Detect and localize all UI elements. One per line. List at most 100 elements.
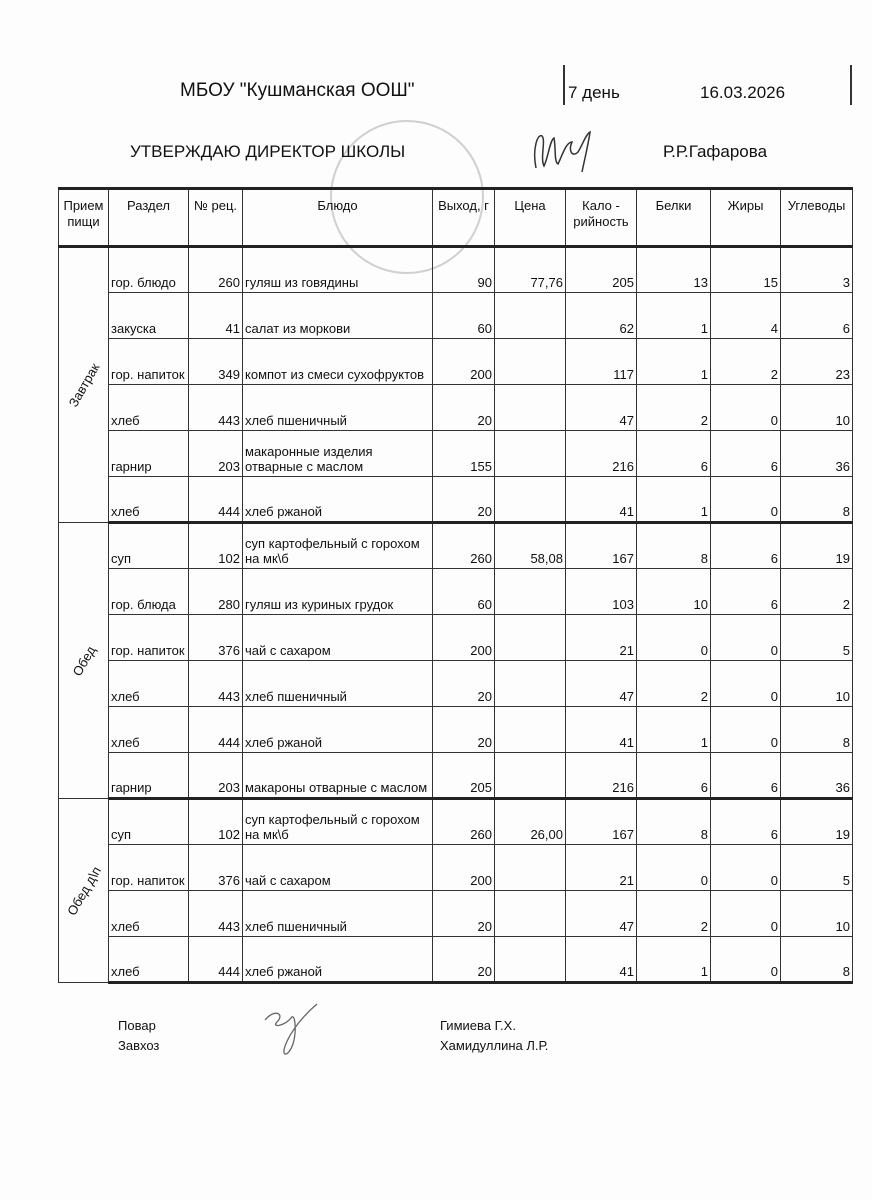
recipe-number-cell: 443 [188, 890, 243, 937]
column-header: Кало - рийность [565, 187, 637, 248]
dish-cell: чай с сахаром [242, 614, 433, 661]
fats-cell: 6 [710, 522, 781, 569]
recipe-number-cell: 260 [188, 246, 243, 293]
section-cell: хлеб [108, 660, 189, 707]
calories-cell: 216 [565, 752, 637, 800]
price-cell [494, 568, 566, 615]
table-row: Обед д\п суп 102 суп картофельный с горохом… [58, 798, 853, 983]
yield-cell: 260 [432, 522, 495, 569]
meal-label: Завтрак [65, 360, 102, 410]
carbs-cell: 10 [780, 890, 853, 937]
section-cell: хлеб [108, 706, 189, 753]
carbs-cell: 19 [780, 522, 853, 569]
carbs-cell: 3 [780, 246, 853, 293]
recipe-number-cell: 203 [188, 752, 243, 800]
proteins-cell: 1 [636, 706, 711, 753]
table-row: хлеб 444 хлеб ржаной 20 41 1 0 8 [59, 706, 853, 753]
day-number: 7 день [568, 83, 620, 102]
yield-cell: 90 [432, 246, 495, 293]
table-row: Обед суп 102 суп картофельный с горохом на … [58, 522, 853, 799]
fats-cell: 2 [710, 338, 781, 385]
fats-cell: 0 [710, 936, 781, 984]
cook-label: Повар [118, 1018, 156, 1033]
menu-date: 16.03.2026 [700, 83, 786, 102]
divider [563, 65, 565, 105]
table-row: гор. напиток 376 чай с сахаром 200 21 0 0 5 [59, 844, 853, 891]
price-cell [494, 660, 566, 707]
price-cell [494, 430, 566, 477]
meal-group: Завтрак [58, 246, 109, 523]
price-cell [494, 338, 566, 385]
price-cell [494, 384, 566, 431]
school-name: МБОУ "Кушманская ООШ" [180, 80, 415, 101]
section-cell: закуска [108, 292, 189, 339]
calories-cell: 103 [565, 568, 637, 615]
proteins-cell: 10 [636, 568, 711, 615]
dish-cell: хлеб пшеничный [242, 660, 433, 707]
column-header: Углеводы [780, 187, 853, 248]
fats-cell: 0 [710, 384, 781, 431]
dish-cell: суп картофельный с горохом на мк\б [242, 522, 433, 569]
section-cell: суп [108, 522, 189, 569]
price-cell [494, 614, 566, 661]
approval-line: УТВЕРЖДАЮ ДИРЕКТОР ШКОЛЫ [130, 142, 406, 161]
fats-cell: 0 [710, 660, 781, 707]
dish-cell: гуляш из куриных грудок [242, 568, 433, 615]
price-cell [494, 890, 566, 937]
fats-cell: 15 [710, 246, 781, 293]
meal-label: Обед [69, 642, 98, 679]
recipe-number-cell: 376 [188, 614, 243, 661]
calories-cell: 216 [565, 430, 637, 477]
yield-cell: 20 [432, 660, 495, 707]
table-header: Прием пищи Раздел № рец. Блюдо Выход, г Цена К… [58, 187, 853, 248]
price-cell: 58,08 [494, 522, 566, 569]
dish-cell: салат из моркови [242, 292, 433, 339]
recipe-number-cell: 102 [188, 798, 243, 845]
fats-cell: 6 [710, 798, 781, 845]
column-header: Выход, г [432, 187, 495, 248]
carbs-cell: 5 [780, 844, 853, 891]
dish-cell: макароны отварные с маслом [242, 752, 433, 800]
proteins-cell: 1 [636, 292, 711, 339]
calories-cell: 47 [565, 384, 637, 431]
fats-cell: 0 [710, 476, 781, 524]
dish-cell: макаронные изделия отварные с маслом [242, 430, 433, 477]
calories-cell: 41 [565, 936, 637, 984]
price-cell [494, 936, 566, 984]
recipe-number-cell: 280 [188, 568, 243, 615]
calories-cell: 62 [565, 292, 637, 339]
yield-cell: 200 [432, 844, 495, 891]
proteins-cell: 2 [636, 660, 711, 707]
calories-cell: 41 [565, 476, 637, 524]
table-row: гарнир 203 макароны отварные с маслом 205 21… [59, 752, 853, 800]
director-signature [533, 130, 591, 173]
recipe-number-cell: 444 [188, 476, 243, 524]
section-cell: гор. напиток [108, 338, 189, 385]
fats-cell: 0 [710, 844, 781, 891]
table-row: гор. напиток 349 компот из смеси сухофрукт… [59, 338, 853, 385]
fats-cell: 6 [710, 430, 781, 477]
column-header: Цена [494, 187, 566, 248]
calories-cell: 117 [565, 338, 637, 385]
proteins-cell: 8 [636, 798, 711, 845]
section-cell: хлеб [108, 384, 189, 431]
carbs-cell: 10 [780, 384, 853, 431]
fats-cell: 6 [710, 752, 781, 800]
carbs-cell: 36 [780, 752, 853, 800]
section-cell: хлеб [108, 890, 189, 937]
yield-cell: 20 [432, 936, 495, 984]
column-header: Прием пищи [58, 187, 109, 248]
calories-cell: 21 [565, 614, 637, 661]
storekeeper-label: Завхоз [118, 1038, 160, 1053]
yield-cell: 205 [432, 752, 495, 800]
section-cell: хлеб [108, 476, 189, 524]
yield-cell: 200 [432, 338, 495, 385]
yield-cell: 20 [432, 706, 495, 753]
proteins-cell: 2 [636, 890, 711, 937]
proteins-cell: 6 [636, 752, 711, 800]
dish-cell: хлеб пшеничный [242, 890, 433, 937]
recipe-number-cell: 203 [188, 430, 243, 477]
proteins-cell: 13 [636, 246, 711, 293]
carbs-cell: 36 [780, 430, 853, 477]
recipe-number-cell: 349 [188, 338, 243, 385]
